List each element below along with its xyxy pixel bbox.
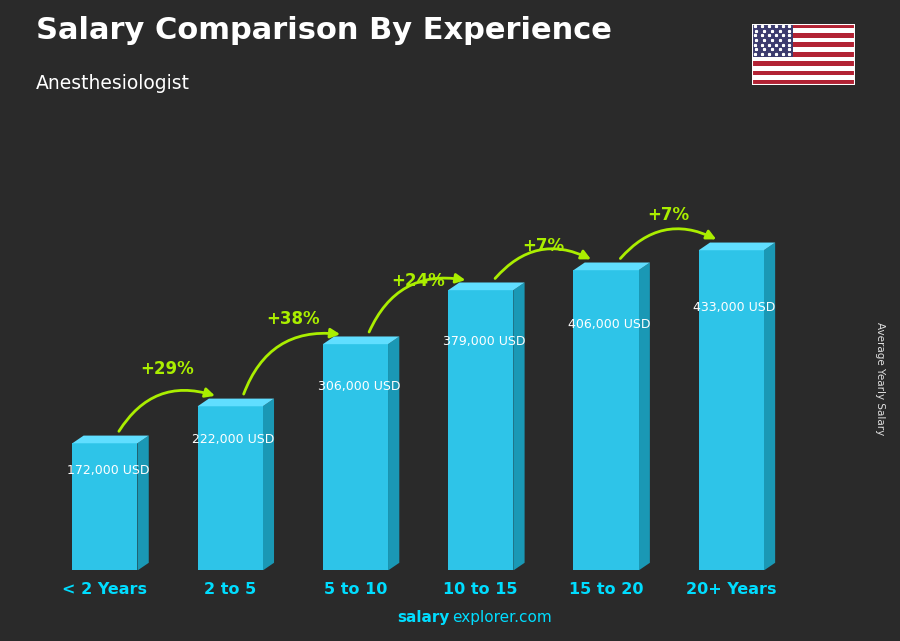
- Text: salary: salary: [398, 610, 450, 625]
- Text: 222,000 USD: 222,000 USD: [193, 433, 274, 445]
- Text: +24%: +24%: [392, 272, 445, 290]
- Bar: [752, 66, 855, 71]
- Text: +38%: +38%: [266, 310, 320, 328]
- Polygon shape: [513, 283, 525, 570]
- Text: Anesthesiologist: Anesthesiologist: [36, 74, 190, 93]
- Bar: [752, 28, 855, 33]
- Text: +7%: +7%: [648, 206, 689, 224]
- Polygon shape: [448, 290, 513, 570]
- Polygon shape: [198, 399, 274, 406]
- Polygon shape: [764, 242, 775, 570]
- Text: +29%: +29%: [140, 360, 194, 378]
- Polygon shape: [698, 250, 764, 570]
- Bar: [752, 33, 855, 38]
- Polygon shape: [72, 444, 138, 570]
- Bar: [752, 24, 855, 28]
- Text: 406,000 USD: 406,000 USD: [568, 318, 651, 331]
- Bar: [752, 24, 793, 56]
- Polygon shape: [573, 263, 650, 271]
- Bar: [752, 52, 855, 56]
- Polygon shape: [72, 436, 148, 444]
- Bar: [752, 61, 855, 66]
- Polygon shape: [323, 337, 400, 344]
- Text: Salary Comparison By Experience: Salary Comparison By Experience: [36, 16, 612, 45]
- Polygon shape: [388, 337, 400, 570]
- Text: 306,000 USD: 306,000 USD: [318, 380, 400, 394]
- Polygon shape: [198, 406, 263, 570]
- Text: Average Yearly Salary: Average Yearly Salary: [875, 322, 886, 435]
- Polygon shape: [138, 436, 148, 570]
- Bar: [752, 42, 855, 47]
- Polygon shape: [448, 283, 525, 290]
- Bar: [752, 75, 855, 80]
- Bar: [752, 80, 855, 85]
- Polygon shape: [263, 399, 274, 570]
- Text: 433,000 USD: 433,000 USD: [694, 301, 776, 315]
- Text: +7%: +7%: [522, 237, 564, 255]
- Polygon shape: [639, 263, 650, 570]
- Polygon shape: [323, 344, 388, 570]
- Polygon shape: [573, 271, 639, 570]
- Bar: [752, 71, 855, 75]
- Polygon shape: [698, 242, 775, 250]
- Text: explorer.com: explorer.com: [452, 610, 552, 625]
- Bar: [752, 47, 855, 52]
- Bar: [752, 56, 855, 61]
- Bar: [752, 38, 855, 42]
- Text: 172,000 USD: 172,000 USD: [67, 463, 149, 477]
- Text: 379,000 USD: 379,000 USD: [443, 335, 526, 348]
